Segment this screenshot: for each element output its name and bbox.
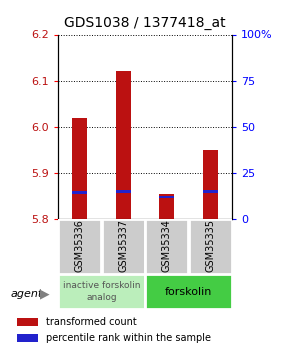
Text: inactive forskolin
analog: inactive forskolin analog [63,281,140,302]
Text: GSM35337: GSM35337 [118,219,128,272]
Bar [72,118,87,219]
Bar [58,219,101,274]
Text: percentile rank within the sample: percentile rank within the sample [46,333,211,343]
Bar [116,190,131,193]
Bar [17,318,38,326]
Text: ▶: ▶ [40,287,50,300]
Bar [159,194,174,219]
Bar [159,196,174,198]
Bar [102,219,145,274]
Bar [145,219,188,274]
Bar [189,219,232,274]
Bar [203,150,218,219]
Text: GSM35334: GSM35334 [162,219,172,272]
Bar [145,274,232,309]
Text: transformed count: transformed count [46,317,137,327]
Bar [203,190,218,193]
Bar [116,71,131,219]
Text: GSM35336: GSM35336 [75,219,85,272]
Text: GSM35335: GSM35335 [205,219,215,272]
Bar [58,274,145,309]
Text: forskolin: forskolin [165,287,212,296]
Text: GDS1038 / 1377418_at: GDS1038 / 1377418_at [64,16,226,30]
Bar [17,334,38,342]
Bar [72,191,87,194]
Text: agent: agent [10,289,42,299]
